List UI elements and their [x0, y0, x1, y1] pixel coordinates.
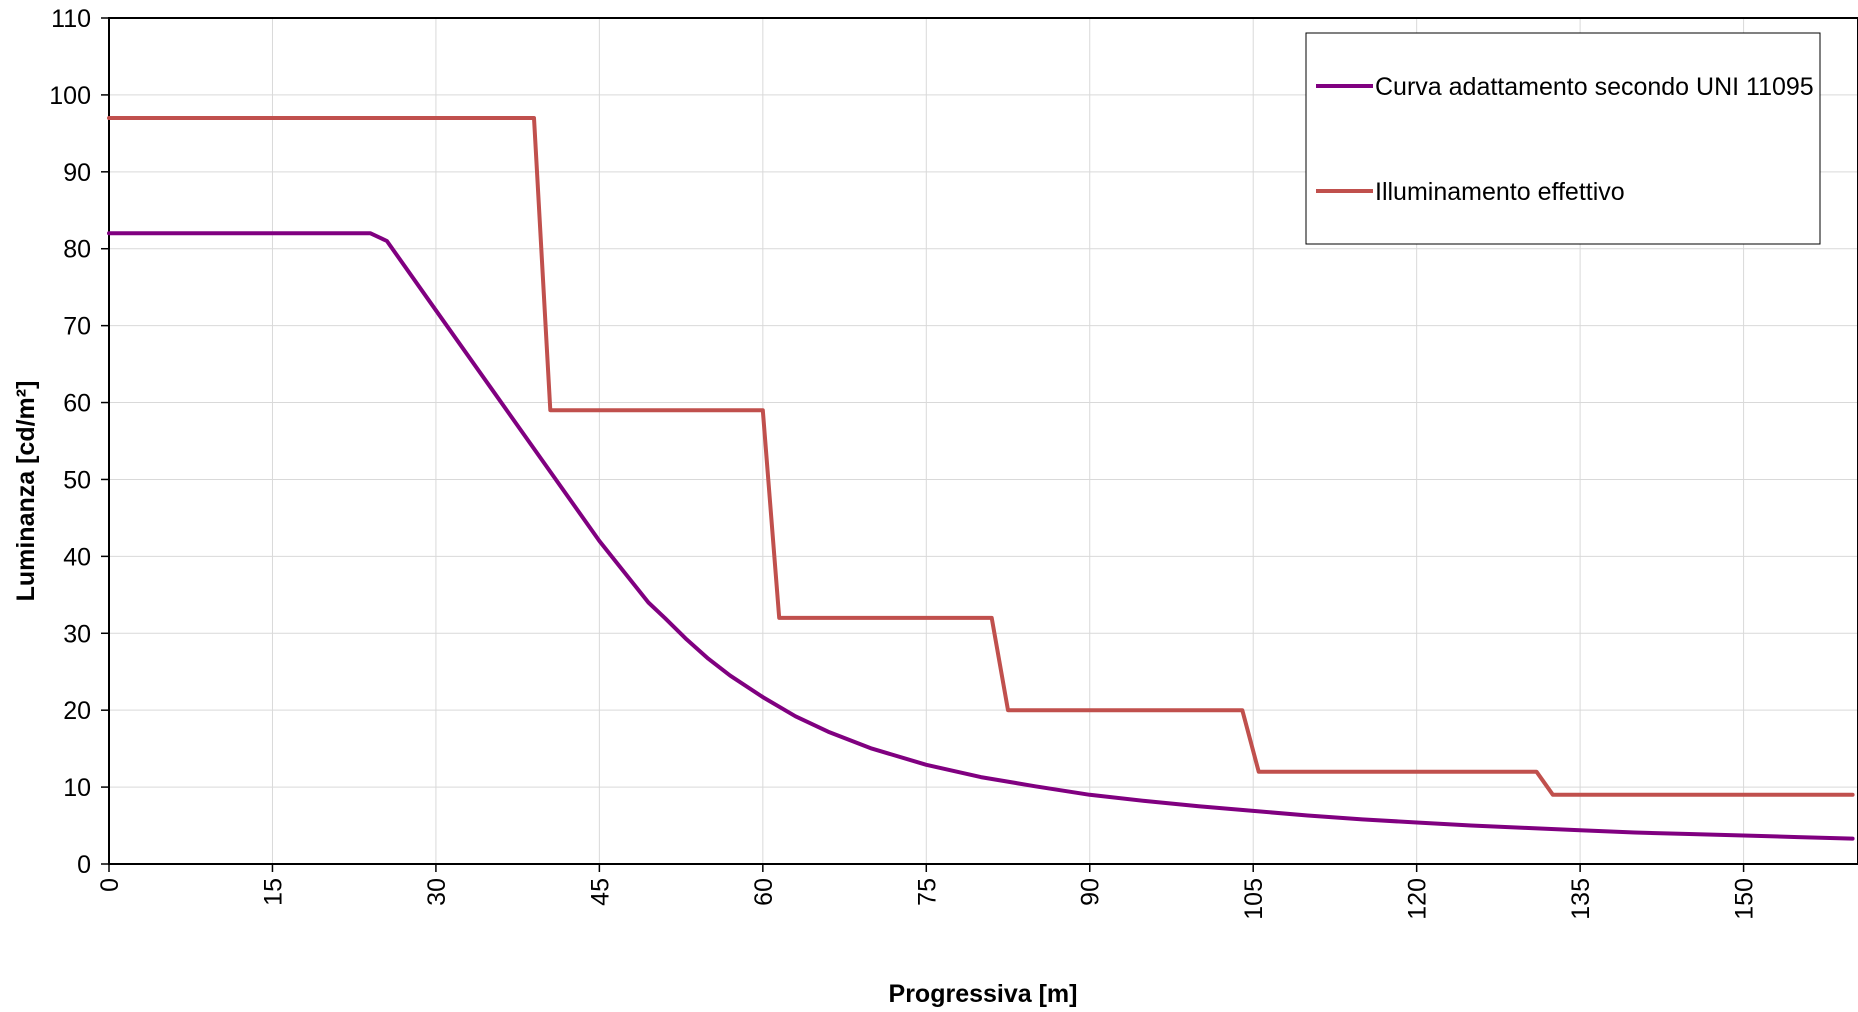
series-lines: [107, 116, 1855, 841]
x-tick-label: 75: [913, 878, 941, 906]
y-tick-label: 70: [63, 313, 91, 341]
x-tick-label: 0: [96, 878, 124, 892]
x-axis-title: Progressiva [m]: [889, 980, 1078, 1008]
x-tick-label: 150: [1731, 878, 1759, 920]
y-tick-label: 10: [63, 774, 91, 802]
y-tick-label: 60: [63, 390, 91, 418]
axis-ticks: 0 10 20 30 40 50 60 70 80 90 100 110 0 15 30 45 60 75 90 10…: [49, 5, 1758, 920]
x-tick-label: 60: [750, 878, 778, 906]
y-tick-label: 20: [63, 697, 91, 725]
plot-area: [108, 17, 1858, 865]
x-tick-label: 120: [1404, 878, 1432, 920]
x-tick-label: 105: [1240, 878, 1268, 920]
series-line-0: [107, 231, 1855, 841]
y-tick-label: 40: [63, 543, 91, 571]
x-tick-label: 135: [1567, 878, 1595, 920]
x-tick-label: 90: [1077, 878, 1105, 906]
y-tick-label: 80: [63, 236, 91, 264]
legend-box: [1305, 32, 1821, 245]
x-tick-label: 15: [259, 878, 287, 906]
legend-label-illuminamento-effettivo: Illuminamento effettivo: [1375, 178, 1625, 206]
legend-label-curva-adattamento: Curva adattamento secondo UNI 11095: [1375, 73, 1814, 101]
x-tick-label: 30: [423, 878, 451, 906]
y-tick-label: 50: [63, 466, 91, 494]
y-tick-label: 100: [49, 82, 91, 110]
y-tick-label: 0: [77, 851, 91, 879]
gridlines: [109, 18, 1858, 864]
y-tick-label: 90: [63, 159, 91, 187]
x-tick-label: 45: [586, 878, 614, 906]
y-axis-title: Luminanza [cd/m²]: [12, 381, 40, 602]
legend: Curva adattamento secondo UNI 11095 Illu…: [1305, 32, 1821, 245]
y-tick-label: 30: [63, 620, 91, 648]
series-line-1: [107, 116, 1855, 797]
y-tick-label: 110: [51, 5, 91, 33]
